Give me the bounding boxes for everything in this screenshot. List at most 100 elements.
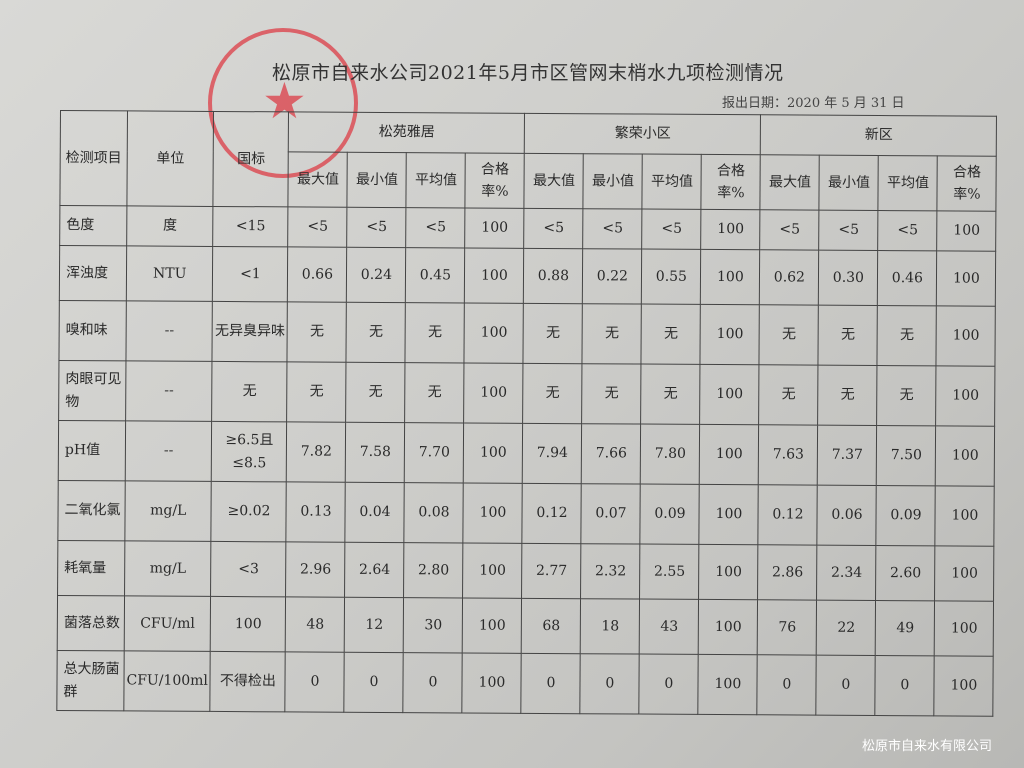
row-value: 100 xyxy=(935,425,996,487)
row-value: 100 xyxy=(936,365,996,427)
row-item: pH值 xyxy=(58,420,126,481)
row-unit: mg/L xyxy=(124,540,212,597)
row-value: 0 xyxy=(875,655,935,716)
row-value: 无 xyxy=(523,303,583,364)
row-value: 2.55 xyxy=(639,544,700,600)
table-row: 二氧化氯 mg/L ≥0.02 0.13 0.04 0.08 100 0.12 0.07 0.09… xyxy=(57,480,995,547)
row-value: 7.82 xyxy=(286,421,347,483)
row-value: 100 xyxy=(934,655,994,717)
header-item: 检测项目 xyxy=(59,110,128,206)
row-value: 2.34 xyxy=(816,545,877,601)
row-standard: ≥0.02 xyxy=(211,481,287,542)
row-value: 100 xyxy=(698,654,758,715)
report-date: 报出日期：2020 年 5 月 31 日 xyxy=(722,96,905,111)
row-standard: <1 xyxy=(212,246,289,302)
row-standard: ≥6.5且≤8.5 xyxy=(211,421,288,482)
row-value: 7.94 xyxy=(522,423,583,484)
row-value: 2.77 xyxy=(521,543,582,599)
row-value: 0.08 xyxy=(404,482,464,543)
row-value: 无 xyxy=(641,364,701,425)
row-value: 100 xyxy=(699,424,760,485)
row-value: 100 xyxy=(935,485,995,547)
row-value: 0.62 xyxy=(759,249,820,306)
row-value: 22 xyxy=(816,600,876,656)
row-standard: 无异臭异味 xyxy=(212,301,288,362)
company-seal: ★ xyxy=(208,28,358,178)
row-unit: -- xyxy=(125,420,213,482)
row-value: 100 xyxy=(463,422,524,484)
row-value: 无 xyxy=(346,362,406,423)
header-stat: 平均值 xyxy=(878,155,938,211)
row-standard: 无 xyxy=(212,361,288,422)
row-value: 无 xyxy=(405,302,465,363)
header-stat: 合格率% xyxy=(937,155,997,212)
header-stat: 最大值 xyxy=(288,151,348,208)
row-value: 0 xyxy=(580,653,640,715)
row-value: 无 xyxy=(759,364,819,426)
row-value: 100 xyxy=(936,305,996,367)
row-item: 浑浊度 xyxy=(59,245,127,301)
row-value: 7.70 xyxy=(404,422,465,483)
row-value: 0 xyxy=(757,654,817,716)
row-value: 0 xyxy=(344,652,404,713)
header-stat: 最小值 xyxy=(347,152,407,208)
row-value: 0.09 xyxy=(640,484,700,545)
row-value: 49 xyxy=(875,600,935,656)
row-value: <5 xyxy=(288,206,348,248)
row-item: 菌落总数 xyxy=(57,595,125,651)
header-stat: 最大值 xyxy=(760,154,820,211)
row-value: 无 xyxy=(582,363,642,425)
row-value: 100 xyxy=(464,302,524,364)
row-value: 0.12 xyxy=(522,483,582,544)
header-stat: 合格率% xyxy=(701,154,761,210)
row-value: 0.07 xyxy=(581,483,641,545)
row-value: 43 xyxy=(639,599,699,655)
row-value: 12 xyxy=(344,597,404,653)
row-value: 18 xyxy=(580,598,640,655)
row-unit: -- xyxy=(125,300,213,362)
row-value: 无 xyxy=(346,302,406,363)
row-value: 0 xyxy=(639,654,699,715)
row-item: 二氧化氯 xyxy=(57,480,126,541)
star-icon: ★ xyxy=(262,72,307,130)
row-value: 0.88 xyxy=(523,248,584,304)
row-value: <5 xyxy=(819,210,879,251)
table-row: 总大肠菌群 CFU/100ml 不得检出 0 0 0 100 0 0 0 100 0 0 0 100 xyxy=(56,650,994,717)
watermark: 松原市自来水有限公司 xyxy=(861,739,992,754)
row-value: 无 xyxy=(877,305,937,366)
row-value: 0.46 xyxy=(877,250,938,306)
row-unit: mg/L xyxy=(124,480,212,542)
row-value: 无 xyxy=(523,363,583,424)
row-value: 100 xyxy=(463,482,523,544)
row-value: 100 xyxy=(701,209,761,250)
row-value: 68 xyxy=(521,598,581,654)
row-value: 0 xyxy=(285,651,345,713)
row-value: 2.96 xyxy=(285,541,346,598)
header-standard: 国标 xyxy=(213,111,289,207)
row-value: 2.86 xyxy=(757,544,818,601)
row-item: 肉眼可见物 xyxy=(58,360,126,421)
table-row: 浑浊度 NTU <1 0.66 0.24 0.45 100 0.88 0.22 0.55 100 0.… xyxy=(59,245,997,307)
row-value: <5 xyxy=(760,209,820,251)
row-value: 100 xyxy=(462,652,522,714)
row-item: 色度 xyxy=(59,205,127,246)
row-value: 0.45 xyxy=(405,247,466,303)
row-value: 无 xyxy=(287,301,347,363)
row-value: 0.04 xyxy=(345,482,405,543)
row-value: 0 xyxy=(816,655,876,716)
document-title: 松原市自来水公司2021年5月市区管网末梢水九项检测情况 xyxy=(272,62,784,84)
row-item: 总大肠菌群 xyxy=(56,650,125,711)
row-value: <5 xyxy=(642,209,702,250)
row-value: 100 xyxy=(700,249,761,305)
table-row: 色度度 <15 <5 <5 <5 100 <5 <5 <5 100 <5 <5 <5 100 xyxy=(59,205,997,252)
row-value: 2.80 xyxy=(403,542,464,598)
row-value: 0.30 xyxy=(818,250,879,306)
row-value: 30 xyxy=(403,597,463,653)
row-value: 无 xyxy=(582,303,642,365)
row-unit: -- xyxy=(125,360,213,422)
row-value: 0.24 xyxy=(346,247,407,303)
row-value: 76 xyxy=(757,599,817,656)
header-unit: 单位 xyxy=(126,110,214,207)
row-value: 无 xyxy=(759,304,819,366)
row-value: 0.66 xyxy=(287,246,348,303)
